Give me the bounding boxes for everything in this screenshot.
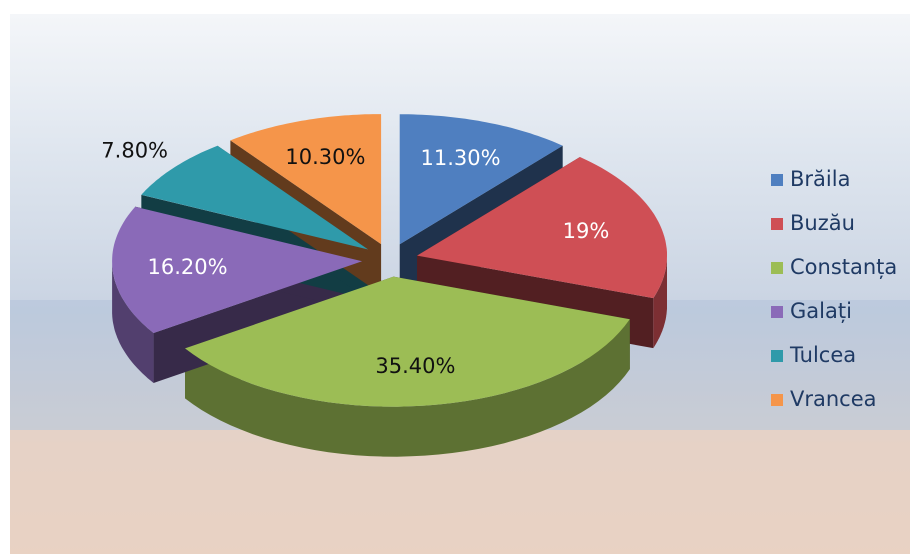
legend-swatch — [771, 394, 783, 406]
legend-label: Galați — [790, 299, 852, 323]
legend-swatch — [771, 174, 783, 186]
data-label: 16.20% — [148, 255, 228, 279]
legend-label: Vrancea — [790, 387, 877, 411]
slice — [230, 114, 382, 245]
slice — [185, 276, 630, 407]
slice — [399, 114, 563, 245]
slice — [417, 157, 667, 299]
data-label: 35.40% — [375, 354, 455, 378]
pie: 11.30% 19% 35.40% 16.20% 7.80% 10.30% — [101, 114, 667, 457]
legend-swatch — [771, 350, 783, 362]
legend-label: Buzău — [790, 211, 855, 235]
legend-swatch — [771, 306, 783, 318]
legend-label: Constanța — [790, 255, 897, 279]
data-label: 19% — [563, 219, 610, 243]
slice-side — [112, 261, 154, 383]
slice-side — [653, 255, 667, 349]
legend-swatch — [771, 262, 783, 274]
legend-label: Tulcea — [789, 343, 856, 367]
data-label: 10.30% — [285, 145, 365, 169]
legend-swatch — [771, 218, 783, 230]
legend-label: Brăila — [790, 167, 850, 191]
slice-side — [185, 319, 630, 457]
slice — [112, 206, 363, 333]
slice — [141, 145, 369, 250]
legend: Brăila Buzău Constanța Galați Tulcea Vrancea — [771, 167, 897, 411]
data-label: 11.30% — [421, 146, 501, 170]
data-label: 7.80% — [101, 139, 168, 163]
